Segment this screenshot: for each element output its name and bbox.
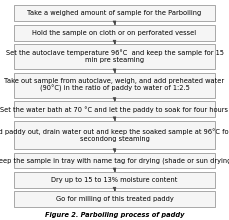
Bar <box>14 25 215 40</box>
Bar <box>14 152 215 168</box>
Bar <box>14 44 215 69</box>
Text: Take out sample from autoclave, weigh, and add preheated water
(90°C) in the rat: Take out sample from autoclave, weigh, a… <box>4 78 225 92</box>
Bar <box>14 6 215 21</box>
Text: Hold the sample on cloth or on perforated vessel: Hold the sample on cloth or on perforate… <box>33 30 196 36</box>
Bar <box>14 101 215 117</box>
Text: Set the autoclave temperature 96°C  and keep the sample for 15
min pre steaming: Set the autoclave temperature 96°C and k… <box>5 50 224 64</box>
Bar <box>14 121 215 149</box>
Bar <box>14 172 215 187</box>
Text: Keep the sample in tray with name tag for drying (shade or sun drying): Keep the sample in tray with name tag fo… <box>0 157 229 164</box>
Text: Take soaked paddy out, drain water out and keep the soaked sample at 96°C for 15: Take soaked paddy out, drain water out a… <box>0 128 229 142</box>
Text: Go for milling of this treated paddy: Go for milling of this treated paddy <box>56 196 173 202</box>
Bar <box>14 73 215 98</box>
Text: Take a weighed amount of sample for the Parboiling: Take a weighed amount of sample for the … <box>27 10 202 16</box>
Text: Figure 2. Parboiling process of paddy: Figure 2. Parboiling process of paddy <box>45 211 184 218</box>
Text: Set the water bath at 70 °C and let the paddy to soak for four hours: Set the water bath at 70 °C and let the … <box>0 106 229 113</box>
Bar <box>14 191 215 207</box>
Text: Dry up to 15 to 13% moisture content: Dry up to 15 to 13% moisture content <box>51 177 178 183</box>
